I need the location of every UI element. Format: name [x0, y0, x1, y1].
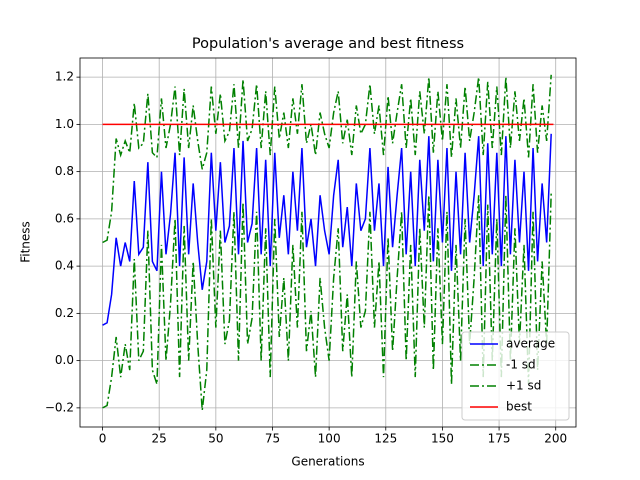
x-tick-label: 200 [544, 432, 567, 446]
x-tick-label: 175 [488, 432, 511, 446]
y-tick-label: −0.2 [45, 400, 74, 414]
legend-label: average [506, 337, 555, 351]
y-tick-label: 0.8 [55, 164, 74, 178]
axes-frame [79, 57, 577, 428]
y-axis-label: Fitness [19, 221, 33, 263]
legend-label: best [506, 400, 532, 414]
y-tick-label: 1.2 [55, 70, 74, 84]
y-tick-label: 0.4 [55, 259, 74, 273]
y-tick-label: 0.0 [55, 353, 74, 367]
y-tick-label: 0.6 [55, 211, 74, 225]
x-tick-label: 100 [318, 432, 341, 446]
y-tick-label: 1.0 [55, 117, 74, 131]
x-tick-label: 125 [374, 432, 397, 446]
y-tick-label: 0.2 [55, 306, 74, 320]
data-line [102, 192, 552, 411]
data-line [102, 74, 552, 244]
chart-title: Population's average and best fitness [192, 36, 464, 52]
legend-box [461, 331, 570, 421]
data-line [102, 133, 552, 326]
legend: average -1 sd +1 sd best [461, 331, 570, 421]
x-tick-label: 75 [265, 432, 280, 446]
x-tick-label: 50 [208, 432, 223, 446]
x-axis-label: Generations [291, 455, 364, 469]
legend-label: -1 sd [506, 358, 536, 372]
legend-label: +1 sd [506, 379, 541, 393]
x-tick-label: 150 [431, 432, 454, 446]
x-tick-label: 0 [99, 432, 107, 446]
x-tick-label: 25 [152, 432, 167, 446]
